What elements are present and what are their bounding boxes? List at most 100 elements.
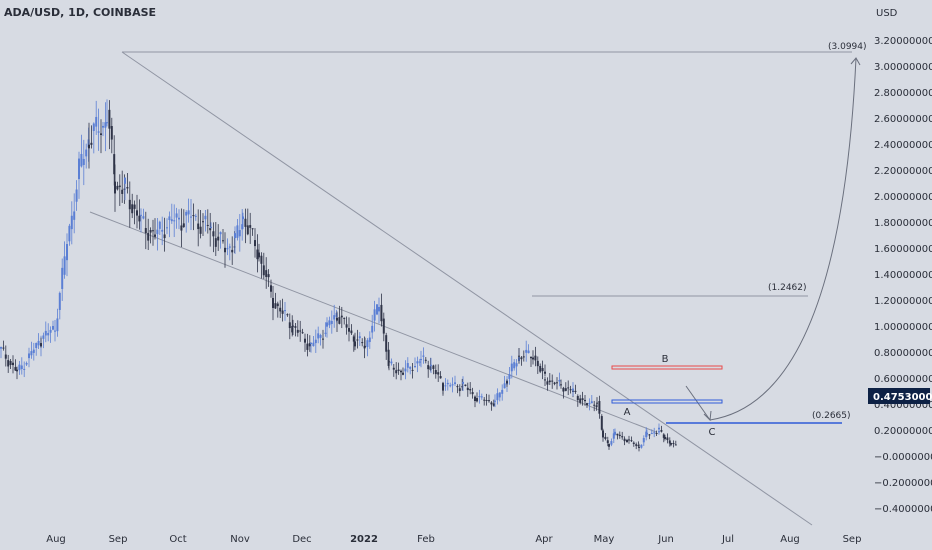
- candle-body: [217, 236, 220, 241]
- candle-body: [356, 339, 359, 341]
- candle-body: [672, 443, 675, 445]
- candle-body: [574, 390, 577, 392]
- candle-body: [427, 365, 430, 370]
- candle-body: [66, 244, 68, 261]
- candle-body: [312, 342, 315, 347]
- candle-body: [478, 396, 481, 398]
- candle-body: [416, 361, 419, 364]
- candle-body: [602, 430, 604, 438]
- candle-body: [126, 187, 129, 189]
- candle-body: [350, 330, 353, 334]
- candle-body: [376, 304, 378, 315]
- candle-body: [238, 230, 241, 237]
- candle-body: [642, 438, 645, 443]
- candle-body: [168, 216, 171, 221]
- candle-body: [40, 343, 42, 347]
- candle-body: [576, 396, 579, 401]
- y-tick-label: 3.00000000: [874, 62, 932, 73]
- currency-label: USD: [876, 8, 898, 19]
- candle-body: [14, 367, 17, 371]
- candle-body: [136, 210, 138, 216]
- candle-body: [604, 436, 607, 439]
- candle-body: [224, 247, 226, 253]
- candle-body: [614, 431, 616, 435]
- candle-body: [352, 336, 355, 342]
- candle-body: [7, 360, 10, 367]
- candle-body: [446, 382, 449, 385]
- candle-body: [170, 219, 173, 222]
- candle-body: [276, 303, 279, 307]
- candle-body: [648, 434, 651, 436]
- candle-body: [668, 440, 671, 444]
- candle-body: [158, 221, 161, 229]
- candle-body: [56, 318, 59, 332]
- candle-body: [635, 444, 638, 446]
- candle-body: [80, 153, 83, 167]
- candle-body: [490, 402, 493, 405]
- candle-body: [536, 360, 539, 367]
- candle-body: [128, 199, 131, 210]
- candle-body: [544, 379, 546, 381]
- candle-body: [322, 338, 324, 340]
- candle-body: [454, 382, 456, 384]
- candle-body: [621, 436, 624, 438]
- candle-body: [265, 270, 268, 277]
- candle-body: [345, 324, 348, 328]
- candle-body: [400, 370, 402, 373]
- candle-body: [147, 232, 150, 241]
- candle-body: [152, 230, 154, 232]
- price-badge-label: 0.47530000: [873, 392, 932, 403]
- candle-body: [185, 211, 188, 216]
- candle-body: [222, 240, 224, 242]
- candle-body: [406, 363, 409, 368]
- y-tick-label: 0.40000000: [874, 400, 932, 411]
- candle-body: [49, 329, 52, 333]
- y-tick-label: 2.20000000: [874, 166, 932, 177]
- candle-body: [242, 216, 244, 220]
- candle-body: [458, 388, 461, 392]
- candle-body: [600, 416, 603, 430]
- candle-body: [231, 249, 234, 253]
- candle-body: [612, 433, 615, 439]
- support-zone: [611, 399, 723, 404]
- candle-body: [388, 361, 390, 363]
- x-axis-ticks: Aug Sep Oct Nov Dec 2022 Feb Apr May Jun Jul Aug Sep: [46, 534, 861, 545]
- candle-body: [397, 369, 400, 371]
- candle-body: [61, 267, 64, 289]
- candle-body: [73, 211, 76, 220]
- candle-body: [306, 343, 309, 350]
- y-tick-label: −0.20000000: [874, 478, 932, 489]
- resistance-zone: [611, 365, 723, 370]
- candle-body: [449, 385, 452, 387]
- candle-body: [156, 229, 159, 235]
- candle-body: [63, 256, 66, 275]
- x-tick-label: 2022: [350, 534, 378, 545]
- chart-title: ADA/USD, 1D, COINBASE: [4, 6, 156, 19]
- candle-body: [380, 304, 383, 322]
- candle-body: [330, 320, 333, 324]
- candle-body: [324, 332, 327, 334]
- candle-body: [310, 342, 312, 344]
- candle-body: [319, 335, 322, 338]
- candle-body: [343, 317, 346, 319]
- candle-body: [228, 246, 231, 248]
- candle-body: [395, 370, 398, 374]
- candle-body: [368, 337, 371, 343]
- candle-body: [204, 215, 207, 220]
- candle-body: [422, 355, 425, 357]
- candle-body: [187, 210, 190, 215]
- candle-body: [572, 388, 574, 391]
- candle-body: [292, 325, 294, 327]
- candle-body: [32, 349, 35, 353]
- candle-body: [588, 402, 591, 405]
- candle-body: [546, 381, 549, 385]
- candle-body: [209, 228, 212, 231]
- candle-body: [361, 342, 364, 344]
- candle-body: [513, 362, 516, 369]
- y-tick-label: 2.40000000: [874, 140, 932, 151]
- candle-body: [175, 213, 178, 218]
- candle-body: [655, 433, 658, 435]
- candle-body: [348, 328, 350, 332]
- candle-body: [464, 384, 467, 387]
